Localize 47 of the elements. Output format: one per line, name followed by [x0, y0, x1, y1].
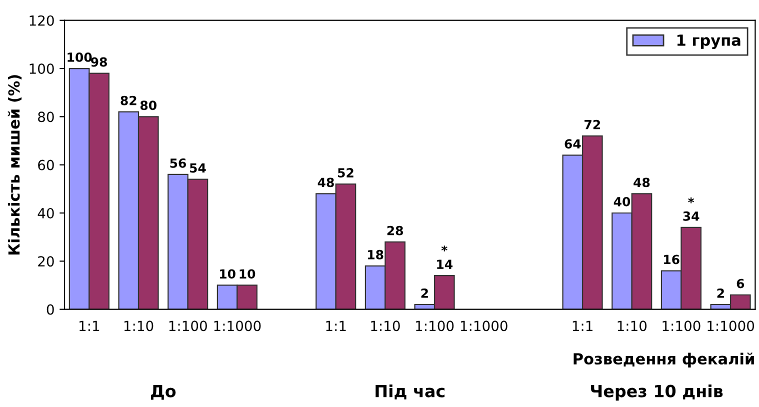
x-tick-label: 1:1000: [214, 320, 261, 332]
data-label: 18: [368, 250, 384, 260]
x-tick-label: 1:100: [169, 320, 207, 332]
x-tick-label: 1:10: [124, 320, 154, 332]
y-axis-title: Кількість мишей (%): [8, 75, 22, 255]
y-tick-label: 80: [38, 112, 54, 122]
x-tick-label: 1:10: [371, 320, 400, 332]
data-label: 80: [140, 100, 156, 110]
data-label: 10: [220, 269, 236, 279]
y-tick-label: 40: [38, 208, 54, 218]
y-tick-label: 20: [38, 256, 54, 267]
data-label: 48: [634, 178, 650, 188]
y-tick-label: 60: [38, 160, 54, 170]
x-tick-label: 1:10: [618, 320, 647, 332]
text: Під час: [376, 384, 444, 400]
x-axis-title: Розведення фекалій: [574, 352, 754, 368]
data-label: 40: [614, 196, 630, 206]
text: Через 10 днів: [591, 384, 723, 401]
data-label: 82: [120, 96, 136, 106]
x-tick-label: 1:1: [572, 320, 592, 331]
y-tick-label: 120: [30, 15, 54, 26]
data-label: 6: [736, 278, 744, 288]
data-label: 2: [421, 288, 428, 298]
data-label: 10: [240, 269, 256, 279]
data-label: 72: [584, 120, 600, 130]
x-tick-label: 1:100: [662, 320, 700, 332]
y-tick-label: 100: [30, 63, 54, 74]
data-label: * 14: [437, 246, 453, 269]
data-label: 48: [318, 178, 334, 188]
y-tick-label: 0: [46, 304, 54, 315]
x-tick-label: 1:1: [326, 320, 346, 331]
data-label: 100: [68, 52, 92, 62]
data-label: 64: [564, 139, 581, 149]
x-tick-label: 1:1000: [460, 320, 508, 332]
data-label: 56: [170, 158, 186, 168]
legend-label: 1 група: [677, 34, 740, 50]
text: До: [151, 384, 176, 400]
data-label: 16: [664, 254, 680, 264]
data-label: 2: [717, 288, 724, 298]
x-tick-label: 1:1000: [708, 320, 754, 332]
x-tick-label: 1:1: [80, 320, 100, 331]
x-tick-label: 1:100: [416, 320, 454, 332]
data-label: 54: [190, 163, 206, 173]
data-label: * 34: [683, 197, 700, 221]
data-label: 52: [338, 168, 354, 178]
data-label: 28: [387, 226, 403, 236]
data-label: 98: [91, 57, 107, 67]
